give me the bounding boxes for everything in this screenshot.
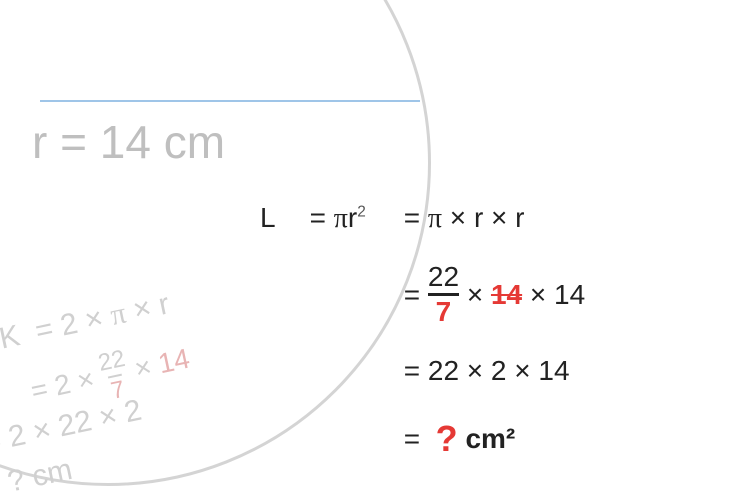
formula-left-column: L = πr2: [260, 195, 366, 462]
unit-cm2: cm²: [458, 423, 516, 455]
text-eq-frac: =: [404, 279, 428, 311]
fraction-denominator: 7: [436, 296, 452, 326]
formula-right-column: = π × r × r = 22 7 × 14 × 14 = 22 × 2 × …: [404, 195, 585, 462]
eq-pi-r2: = πr2: [310, 202, 366, 235]
text-22-2-14: = 22 × 2 × 14: [404, 355, 570, 387]
text-times: ×: [459, 279, 491, 311]
row-result: = ? cm²: [404, 416, 585, 462]
fraction-22-7: 22 7: [428, 263, 459, 326]
row-expand-1: = π × r × r: [404, 195, 585, 241]
text-pi-r-r: = π × r × r: [404, 202, 525, 235]
text-eq: =: [404, 423, 436, 455]
radius-line: [40, 100, 420, 102]
row-expand-2: = 22 7 × 14 × 14: [404, 263, 585, 326]
question-mark: ?: [436, 418, 458, 460]
row-expand-3: = 22 × 2 × 14: [404, 348, 585, 394]
main-formula-block: L = πr2 = π × r × r = 22 7 × 14 × 14 = 2…: [260, 195, 585, 462]
formula-L-row: L = πr2: [260, 195, 366, 241]
fraction-numerator: 22: [428, 263, 459, 296]
symbol-L: L: [260, 202, 276, 234]
struck-14: 14: [491, 279, 522, 311]
radius-label: r = 14 cm: [32, 115, 225, 169]
text-times-14: × 14: [522, 279, 585, 311]
